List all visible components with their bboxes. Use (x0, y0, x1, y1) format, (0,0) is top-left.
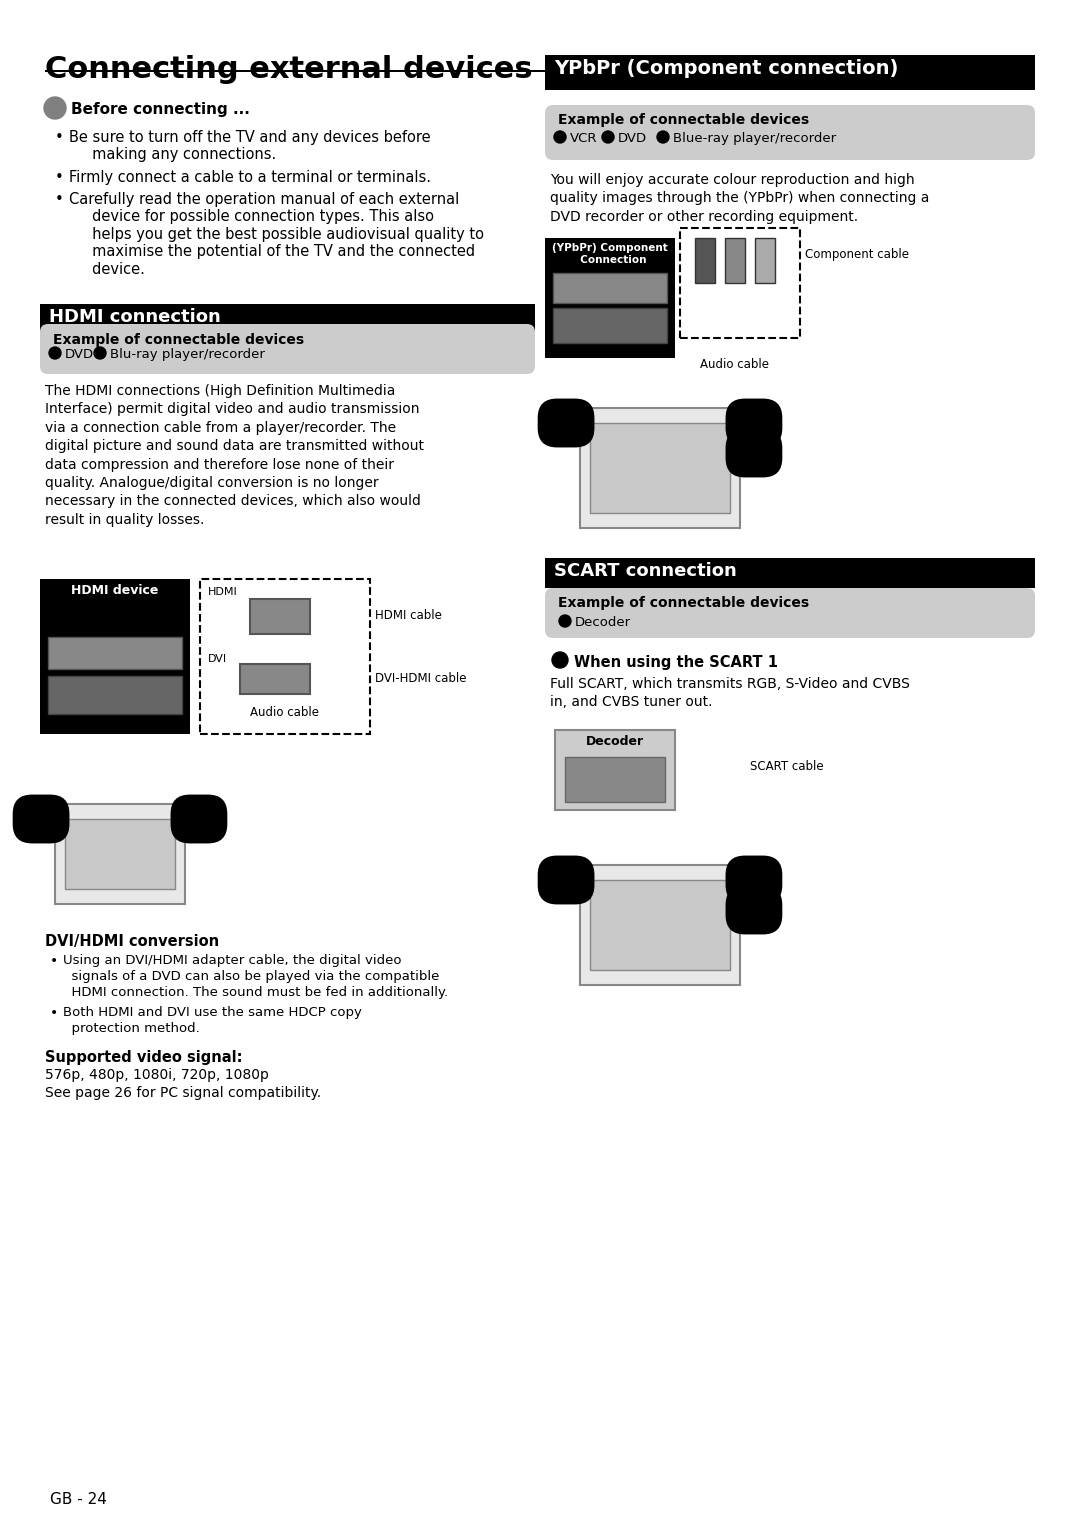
Text: Using an DVI/HDMI adapter cable, the digital video
  signals of a DVD can also b: Using an DVI/HDMI adapter cable, the dig… (63, 954, 448, 999)
FancyBboxPatch shape (40, 323, 535, 374)
Text: •: • (55, 192, 64, 207)
FancyBboxPatch shape (545, 106, 1035, 159)
Text: 26″: 26″ (557, 418, 575, 427)
Circle shape (657, 132, 669, 142)
Text: Blue-ray player/recorder: Blue-ray player/recorder (673, 132, 836, 146)
Text: SCART connection: SCART connection (554, 562, 737, 581)
Text: GB - 24: GB - 24 (50, 1492, 107, 1507)
Text: DVD: DVD (65, 348, 94, 362)
Bar (555, 731, 675, 810)
Text: Full SCART, which transmits RGB, S-Video and CVBS
in, and CVBS tuner out.: Full SCART, which transmits RGB, S-Video… (550, 677, 909, 709)
Text: Example of connectable devices: Example of connectable devices (558, 113, 809, 127)
Bar (48, 637, 183, 669)
Text: HDMI connection: HDMI connection (49, 308, 220, 326)
Bar (55, 804, 185, 904)
Text: DVI: DVI (208, 654, 227, 663)
Text: Decoder: Decoder (586, 735, 644, 748)
Text: DVI-HDMI cable: DVI-HDMI cable (375, 673, 467, 685)
Bar (755, 237, 775, 283)
FancyBboxPatch shape (545, 588, 1035, 637)
Text: HDMI: HDMI (208, 587, 238, 597)
Text: (YPbPr) Component
  Connection: (YPbPr) Component Connection (552, 244, 667, 265)
Circle shape (94, 348, 106, 358)
Text: 26″: 26″ (32, 813, 50, 824)
Bar (696, 237, 715, 283)
Text: Audio cable: Audio cable (700, 358, 769, 371)
Text: Carefully read the operation manual of each external
     device for possible co: Carefully read the operation manual of e… (69, 192, 484, 277)
Text: 32″: 32″ (190, 813, 207, 824)
Bar (40, 303, 535, 334)
Bar (200, 579, 370, 734)
Bar (545, 55, 1035, 90)
Bar (680, 228, 800, 339)
Text: You will enjoy accurate colour reproduction and high
quality images through the : You will enjoy accurate colour reproduct… (550, 173, 930, 224)
Text: Before connecting ...: Before connecting ... (71, 103, 249, 116)
Text: When using the SCART 1: When using the SCART 1 (573, 656, 778, 669)
Text: Both HDMI and DVI use the same HDCP copy
  protection method.: Both HDMI and DVI use the same HDCP copy… (63, 1007, 362, 1036)
Text: HDMI device: HDMI device (71, 584, 159, 597)
Bar (545, 558, 1035, 588)
Text: Be sure to turn off the TV and any devices before
     making any connections.: Be sure to turn off the TV and any devic… (69, 130, 431, 162)
Text: HDMI cable: HDMI cable (375, 610, 442, 622)
Bar (45, 70, 1035, 72)
Text: Example of connectable devices: Example of connectable devices (558, 596, 809, 610)
Text: Blu-ray player/recorder: Blu-ray player/recorder (110, 348, 265, 362)
Bar (65, 820, 175, 889)
Text: Decoder: Decoder (575, 616, 631, 630)
Text: 32″: 32″ (745, 418, 762, 427)
Bar (590, 879, 730, 970)
Text: 42″: 42″ (745, 905, 762, 915)
Text: See page 26 for PC signal compatibility.: See page 26 for PC signal compatibility. (45, 1086, 321, 1100)
Text: SCART cable: SCART cable (750, 760, 824, 774)
Bar (40, 579, 190, 734)
Text: 32″: 32″ (745, 875, 762, 885)
Text: Audio cable: Audio cable (249, 706, 319, 719)
Bar (725, 237, 745, 283)
Text: •: • (50, 1007, 58, 1020)
Text: 576p, 480p, 1080i, 720p, 1080p: 576p, 480p, 1080i, 720p, 1080p (45, 1068, 269, 1082)
Bar (580, 866, 740, 985)
Text: 42″: 42″ (745, 447, 762, 458)
Text: Component cable: Component cable (805, 248, 909, 260)
Text: •: • (55, 130, 64, 146)
Text: Connecting external devices: Connecting external devices (45, 55, 532, 84)
Text: •: • (55, 170, 64, 185)
Circle shape (559, 614, 571, 627)
Text: The HDMI connections (High Definition Multimedia
Interface) permit digital video: The HDMI connections (High Definition Mu… (45, 385, 424, 527)
Circle shape (602, 132, 615, 142)
Circle shape (49, 348, 60, 358)
Bar (590, 423, 730, 513)
Bar (565, 757, 665, 801)
Bar (580, 408, 740, 529)
Circle shape (552, 653, 568, 668)
Bar (249, 599, 310, 634)
Text: DVD: DVD (618, 132, 647, 146)
Text: Supported video signal:: Supported video signal: (45, 1049, 243, 1065)
Bar (553, 273, 667, 303)
Text: YPbPr (Component connection): YPbPr (Component connection) (554, 60, 899, 78)
Circle shape (554, 132, 566, 142)
Circle shape (44, 97, 66, 119)
Text: Firmly connect a cable to a terminal or terminals.: Firmly connect a cable to a terminal or … (69, 170, 431, 185)
Text: VCR: VCR (570, 132, 597, 146)
Text: •: • (50, 954, 58, 968)
Bar (545, 237, 675, 358)
Text: DVI/HDMI conversion: DVI/HDMI conversion (45, 935, 219, 948)
Bar (553, 308, 667, 343)
Bar (48, 676, 183, 714)
Bar (240, 663, 310, 694)
Text: Example of connectable devices: Example of connectable devices (53, 332, 305, 348)
Text: 26″: 26″ (557, 875, 575, 885)
